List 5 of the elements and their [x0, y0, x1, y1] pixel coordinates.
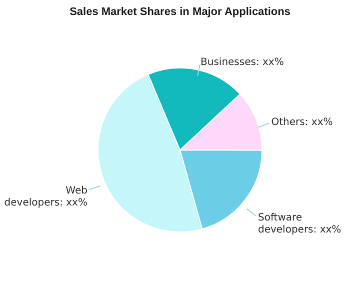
- slice-label: Web developers: xx%: [4, 185, 88, 208]
- slice-label: Businesses: xx%: [200, 57, 284, 68]
- chart-title: Sales Market Shares in Major Applications: [70, 6, 290, 18]
- slice-label: Others: xx%: [271, 117, 333, 128]
- slice-label: Software developers: xx%: [258, 212, 342, 236]
